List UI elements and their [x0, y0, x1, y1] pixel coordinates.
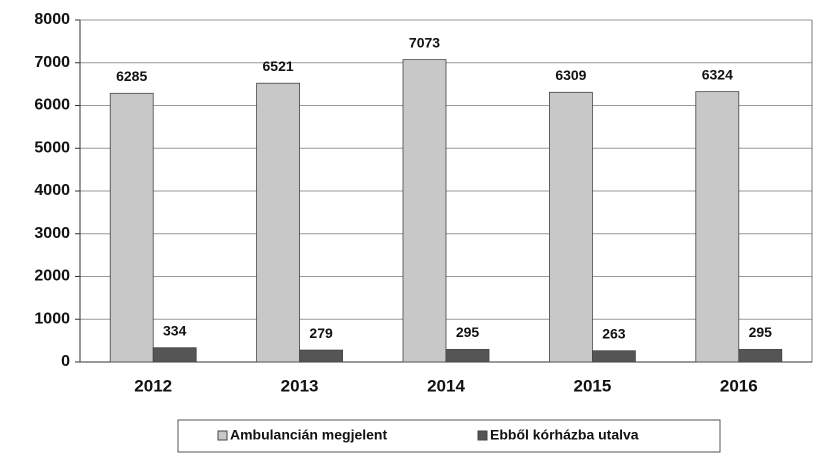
bar [549, 91, 593, 363]
y-tick-label: 7000 [34, 54, 70, 71]
data-label: 6309 [555, 67, 586, 83]
legend-swatch [477, 430, 488, 441]
data-label: 263 [602, 325, 626, 341]
bar [592, 350, 636, 363]
data-label: 6521 [263, 58, 294, 74]
x-tick-label: 2015 [573, 376, 611, 395]
bar [109, 92, 154, 363]
x-tick-label: 2012 [134, 376, 172, 395]
bar [402, 59, 447, 363]
bar [445, 348, 490, 363]
y-tick-label: 5000 [34, 139, 70, 156]
bar [738, 348, 783, 363]
data-label: 295 [749, 324, 773, 340]
data-label: 279 [309, 325, 333, 341]
y-tick-label: 6000 [34, 97, 70, 114]
data-label: 7073 [409, 34, 440, 50]
x-tick-label: 2016 [720, 376, 758, 395]
y-tick-label: 4000 [34, 182, 70, 199]
legend-label: Ebből kórházba utalva [490, 427, 639, 443]
bar [695, 91, 740, 363]
legend-label: Ambulancián megjelent [230, 427, 387, 443]
legend-swatch [217, 430, 228, 441]
bar [152, 347, 197, 363]
y-tick-label: 0 [61, 353, 70, 370]
y-tick-label: 8000 [34, 11, 70, 28]
bar [256, 82, 301, 363]
x-tick-label: 2013 [281, 376, 319, 395]
legend-box [177, 419, 721, 453]
y-tick-label: 3000 [34, 225, 70, 242]
y-tick-label: 2000 [34, 268, 70, 285]
x-tick-label: 2014 [427, 376, 465, 395]
data-label: 334 [163, 322, 187, 338]
y-tick-label: 1000 [34, 310, 70, 327]
data-label: 6285 [116, 68, 147, 84]
data-label: 6324 [702, 66, 733, 82]
bar [299, 349, 344, 363]
data-label: 295 [456, 324, 480, 340]
